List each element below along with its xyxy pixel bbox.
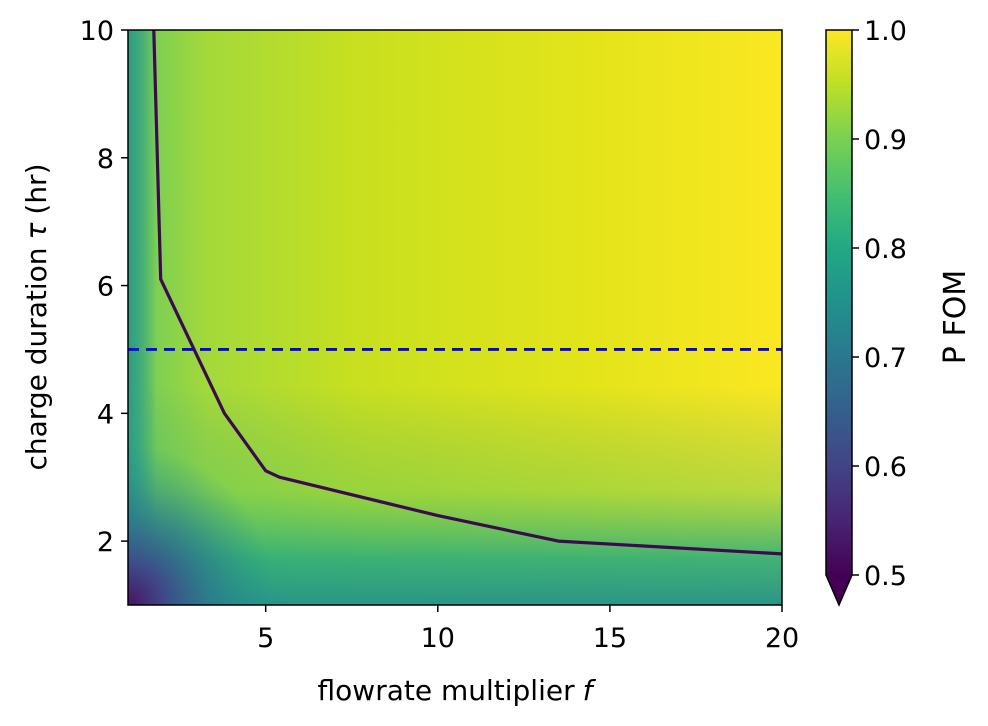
x-axis-label-var: f — [583, 674, 597, 707]
y-tick-label: 8 — [97, 144, 114, 175]
colorbar-tick-label: 0.6 — [864, 452, 907, 483]
x-axis-label-text: flowrate multiplier — [318, 674, 576, 707]
x-tick-label: 5 — [257, 623, 274, 654]
colorbar-label: P FOM — [938, 270, 973, 364]
colorbar-ticks: 0.5 0.6 0.7 0.8 0.9 1.0 — [852, 16, 907, 592]
y-axis-label-text: charge duration — [20, 247, 53, 470]
x-axis: 5 10 15 20 — [257, 605, 799, 654]
y-axis-label: charge duration τ (hr) — [20, 163, 53, 470]
x-tick-label: 10 — [421, 623, 455, 654]
x-tick-label: 15 — [593, 623, 627, 654]
heatmap-field — [128, 30, 782, 605]
y-tick-label: 6 — [97, 272, 114, 303]
colorbar-outline — [825, 29, 853, 607]
y-tick-label: 10 — [80, 16, 114, 47]
y-axis-label-var: τ — [20, 222, 53, 239]
colorbar-tick-label: 0.5 — [864, 561, 907, 592]
plot-frame — [127, 29, 783, 606]
y-tick-label: 4 — [97, 399, 114, 430]
y-axis: 2 4 6 8 10 — [80, 16, 128, 558]
colorbar-tick-label: 0.7 — [864, 343, 907, 374]
x-tick-label: 20 — [765, 623, 799, 654]
colorbar — [825, 29, 853, 607]
colorbar-tick-label: 0.9 — [864, 125, 907, 156]
y-tick-label: 2 — [97, 527, 114, 558]
x-axis-label: flowrate multiplier f — [318, 674, 597, 707]
y-axis-label-unit: (hr) — [20, 163, 53, 214]
colorbar-extend-min — [826, 575, 852, 605]
colorbar-tick-label: 0.8 — [864, 234, 907, 265]
colorbar-gradient — [826, 30, 852, 575]
colorbar-tick-label: 1.0 — [864, 16, 907, 47]
contour-line — [152, 30, 782, 556]
